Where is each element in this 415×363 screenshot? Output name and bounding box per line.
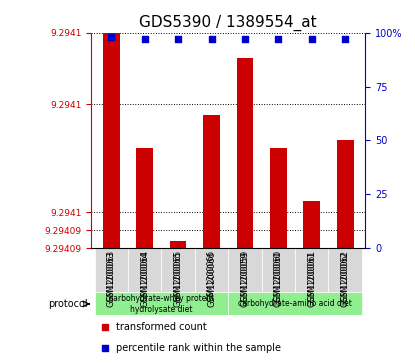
FancyBboxPatch shape xyxy=(95,292,228,315)
Text: GSM1200064: GSM1200064 xyxy=(140,252,149,307)
Point xyxy=(208,36,215,42)
FancyBboxPatch shape xyxy=(95,248,128,292)
Title: GDS5390 / 1389554_at: GDS5390 / 1389554_at xyxy=(139,15,317,31)
Bar xyxy=(203,115,220,248)
FancyBboxPatch shape xyxy=(161,248,195,292)
Text: percentile rank within the sample: percentile rank within the sample xyxy=(116,343,281,353)
Text: GSM1200062: GSM1200062 xyxy=(341,252,350,307)
Text: transformed count: transformed count xyxy=(116,322,207,333)
FancyBboxPatch shape xyxy=(261,248,295,292)
Point xyxy=(242,36,248,42)
FancyBboxPatch shape xyxy=(128,248,161,292)
Text: GSM1200064: GSM1200064 xyxy=(140,250,149,301)
Bar xyxy=(103,33,120,248)
Text: GSM1200066: GSM1200066 xyxy=(207,250,216,301)
Bar xyxy=(137,147,153,248)
Text: carbohydrate-whey protein
hydrolysate diet: carbohydrate-whey protein hydrolysate di… xyxy=(109,294,214,314)
Text: GSM1200060: GSM1200060 xyxy=(274,252,283,307)
Point xyxy=(275,36,282,42)
Bar xyxy=(237,58,253,248)
Text: GSM1200059: GSM1200059 xyxy=(240,250,249,301)
Point xyxy=(175,36,181,42)
FancyBboxPatch shape xyxy=(328,248,362,292)
Text: carbohydrate-amino acid diet: carbohydrate-amino acid diet xyxy=(238,299,352,309)
Text: GSM1200061: GSM1200061 xyxy=(307,250,316,301)
FancyBboxPatch shape xyxy=(295,248,328,292)
Point xyxy=(308,36,315,42)
Text: GSM1200065: GSM1200065 xyxy=(173,252,183,307)
Point xyxy=(142,36,148,42)
FancyBboxPatch shape xyxy=(228,248,261,292)
Bar xyxy=(303,201,320,248)
Text: GSM1200061: GSM1200061 xyxy=(307,252,316,307)
FancyBboxPatch shape xyxy=(195,248,228,292)
Bar xyxy=(170,241,186,248)
Bar xyxy=(337,140,354,248)
Text: GSM1200063: GSM1200063 xyxy=(107,250,116,301)
Text: GSM1200065: GSM1200065 xyxy=(173,250,183,301)
Text: GSM1200066: GSM1200066 xyxy=(207,252,216,307)
FancyBboxPatch shape xyxy=(228,292,362,315)
Text: protocol: protocol xyxy=(48,299,88,309)
Point xyxy=(342,36,349,42)
Text: GSM1200060: GSM1200060 xyxy=(274,250,283,301)
Text: GSM1200062: GSM1200062 xyxy=(341,250,350,301)
Text: GSM1200059: GSM1200059 xyxy=(240,252,249,307)
Text: GSM1200063: GSM1200063 xyxy=(107,252,116,307)
Bar xyxy=(270,147,287,248)
Point xyxy=(108,34,115,40)
